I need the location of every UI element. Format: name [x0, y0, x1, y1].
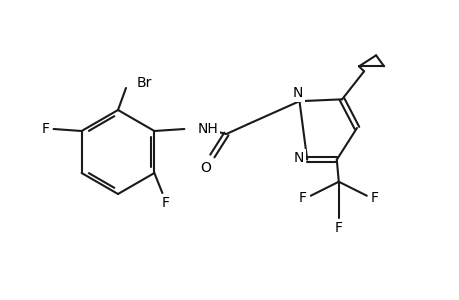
Text: F: F — [370, 191, 378, 205]
Text: F: F — [41, 122, 50, 136]
Text: F: F — [298, 191, 306, 205]
Text: O: O — [200, 161, 210, 175]
Text: NH: NH — [197, 122, 218, 136]
Text: F: F — [334, 221, 342, 235]
Text: Br: Br — [137, 76, 152, 90]
Text: N: N — [293, 151, 304, 165]
Text: F: F — [161, 196, 169, 210]
Text: N: N — [291, 86, 302, 100]
